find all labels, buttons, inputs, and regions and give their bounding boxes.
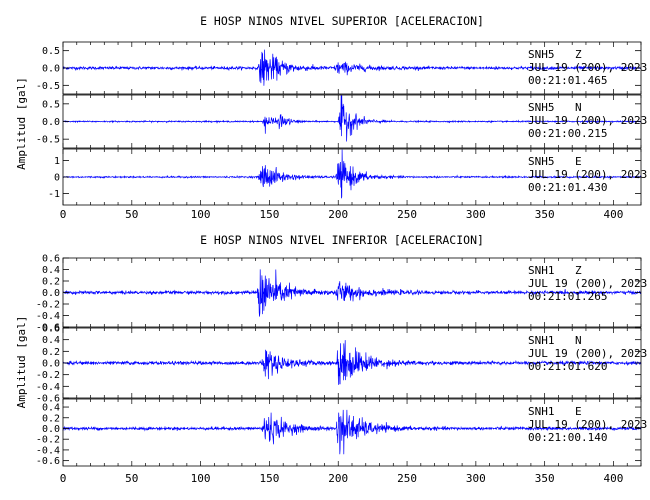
- record-time: 00:21:00.140: [528, 431, 607, 444]
- y-tick-label: -1: [48, 189, 60, 200]
- y-tick-label: 0.6: [42, 324, 60, 335]
- x-tick-label: 200: [328, 208, 348, 221]
- waveform-trace: [62, 340, 642, 385]
- chart-superior: E HOSP NINOS NIVEL SUPERIOR [ACELERACION…: [15, 14, 647, 221]
- y-tick-label: 0: [54, 173, 60, 184]
- record-time: 00:21:01.465: [528, 74, 607, 87]
- record-date: JUL 19 (200), 2023: [528, 418, 647, 431]
- y-tick-label: 0.2: [42, 347, 60, 358]
- record-date: JUL 19 (200), 2023: [528, 347, 647, 360]
- y-tick-label: -0.5: [36, 135, 60, 146]
- station-name: SNH1: [528, 264, 555, 277]
- component: E: [575, 405, 582, 418]
- record-date: JUL 19 (200), 2023: [528, 61, 647, 74]
- y-tick-label: -0.4: [36, 311, 60, 322]
- x-tick-label: 400: [604, 208, 624, 221]
- component: Z: [575, 264, 582, 277]
- x-tick-label: 250: [397, 472, 417, 485]
- y-axis-label: Amplitud [gal]: [15, 77, 28, 170]
- y-tick-label: 0.5: [42, 46, 60, 57]
- station-name: SNH1: [528, 334, 555, 347]
- record-time: 00:21:01.265: [528, 290, 607, 303]
- x-tick-label: 50: [125, 208, 138, 221]
- y-tick-label: -0.4: [36, 445, 60, 456]
- waveform-trace: [62, 149, 642, 199]
- chart-inferior: E HOSP NINOS NIVEL INFERIOR [ACELERACION…: [15, 233, 647, 485]
- record-date: JUL 19 (200), 2023: [528, 168, 647, 181]
- x-tick-label: 200: [328, 472, 348, 485]
- waveform-trace: [62, 95, 642, 142]
- waveform-trace: [62, 49, 642, 86]
- x-tick-label: 300: [466, 472, 486, 485]
- y-axis-label: Amplitud [gal]: [15, 316, 28, 409]
- y-tick-label: 0.0: [42, 359, 60, 370]
- x-tick-label: 50: [125, 472, 138, 485]
- y-tick-label: 0.6: [42, 254, 60, 265]
- x-tick-label: 300: [466, 208, 486, 221]
- y-tick-label: 0.4: [42, 403, 60, 414]
- record-date: JUL 19 (200), 2023: [528, 277, 647, 290]
- x-tick-label: 350: [535, 208, 555, 221]
- record-time: 00:21:01.430: [528, 181, 607, 194]
- component: E: [575, 155, 582, 168]
- station-name: SNH1: [528, 405, 555, 418]
- y-tick-label: 0.2: [42, 277, 60, 288]
- y-tick-label: -0.2: [36, 435, 60, 446]
- x-tick-label: 100: [191, 208, 211, 221]
- y-tick-label: -0.6: [36, 323, 60, 334]
- waveform-trace: [62, 269, 642, 317]
- y-tick-label: -0.6: [36, 456, 60, 467]
- station-name: SNH5: [528, 155, 555, 168]
- y-tick-label: 0.0: [42, 117, 60, 128]
- y-tick-label: 0.4: [42, 335, 60, 346]
- x-tick-label: 0: [60, 208, 67, 221]
- component: N: [575, 101, 582, 114]
- chart-title: E HOSP NINOS NIVEL SUPERIOR [ACELERACION…: [200, 14, 484, 28]
- record-date: JUL 19 (200), 2023: [528, 114, 647, 127]
- x-tick-label: 100: [191, 472, 211, 485]
- y-tick-label: 0.0: [42, 424, 60, 435]
- y-tick-label: -0.4: [36, 382, 60, 393]
- component: Z: [575, 48, 582, 61]
- y-tick-label: 0.5: [42, 99, 60, 110]
- x-tick-label: 150: [259, 472, 279, 485]
- record-time: 00:21:00.215: [528, 127, 607, 140]
- station-name: SNH5: [528, 101, 555, 114]
- y-tick-label: 0.4: [42, 265, 60, 276]
- x-tick-label: 350: [535, 472, 555, 485]
- y-tick-label: 0.0: [42, 64, 60, 75]
- x-tick-label: 150: [259, 208, 279, 221]
- component: N: [575, 334, 582, 347]
- y-tick-label: -0.6: [36, 394, 60, 405]
- chart-title: E HOSP NINOS NIVEL INFERIOR [ACELERACION…: [200, 233, 484, 247]
- y-tick-label: 0.0: [42, 288, 60, 299]
- x-tick-label: 0: [60, 472, 67, 485]
- x-tick-label: 250: [397, 208, 417, 221]
- y-tick-label: -0.2: [36, 370, 60, 381]
- x-tick-label: 400: [604, 472, 624, 485]
- y-tick-label: -0.5: [36, 81, 60, 92]
- station-name: SNH5: [528, 48, 555, 61]
- record-time: 00:21:01.620: [528, 360, 607, 373]
- y-tick-label: -0.2: [36, 300, 60, 311]
- y-tick-label: 1: [54, 156, 60, 167]
- waveform-trace: [62, 409, 642, 455]
- y-tick-label: 0.2: [42, 413, 60, 424]
